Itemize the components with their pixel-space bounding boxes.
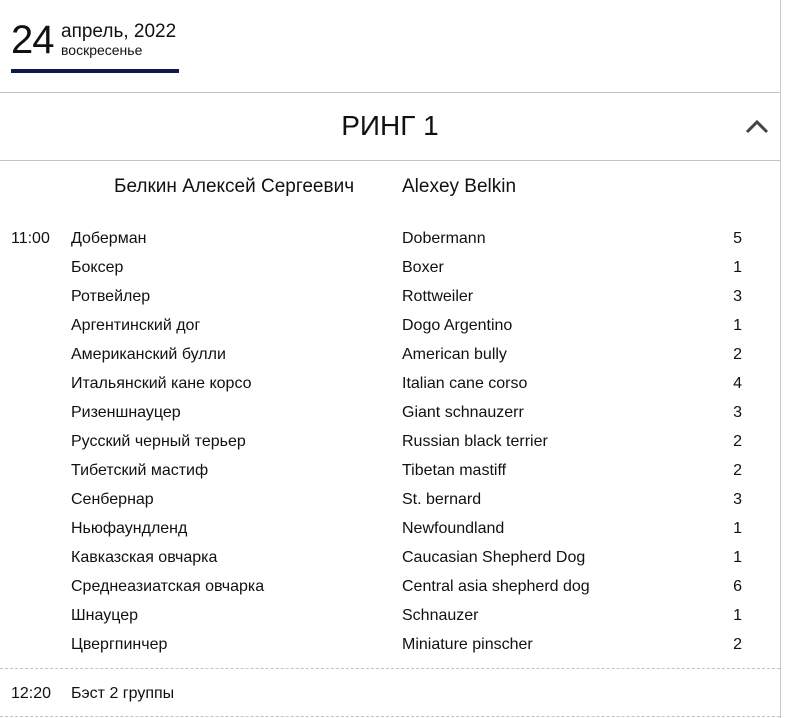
date-weekday: воскресенье xyxy=(61,42,143,58)
breed-name-ru: Кавказская овчарка xyxy=(71,549,218,566)
entry-count: 3 xyxy=(733,288,742,305)
entry-count: 1 xyxy=(733,607,742,624)
breed-row: Боксер Boxer 1 xyxy=(0,258,780,287)
breed-row: Среднеазиатская овчарка Central asia shep… xyxy=(0,577,780,606)
breed-name-en: Russian black terrier xyxy=(402,433,548,450)
breed-name-en: Dogo Argentino xyxy=(402,317,513,334)
entry-count: 4 xyxy=(733,375,742,392)
breed-name-ru: Боксер xyxy=(71,259,124,276)
entry-count: 2 xyxy=(733,462,742,479)
breed-row: Шнауцер Schnauzer 1 xyxy=(0,606,780,635)
slot-title: Бэст 2 группы xyxy=(71,685,175,702)
breed-name-ru: Ротвейлер xyxy=(71,288,151,305)
divider xyxy=(0,160,780,161)
entry-count: 1 xyxy=(733,317,742,334)
breed-row: Русский черный терьер Russian black terri… xyxy=(0,432,780,461)
breed-row: Аргентинский дог Dogo Argentino 1 xyxy=(0,316,780,345)
breed-name-en: Italian cane corso xyxy=(402,375,528,392)
breed-row: Ризеншнауцер Giant schnauzerr 3 xyxy=(0,403,780,432)
breed-name-en: Tibetan mastiff xyxy=(402,462,507,479)
entry-count: 6 xyxy=(733,578,742,595)
breed-row: Ротвейлер Rottweiler 3 xyxy=(0,287,780,316)
date-underline xyxy=(11,69,179,73)
divider xyxy=(0,668,780,669)
breed-name-ru: Сенбернар xyxy=(71,491,154,508)
entry-count: 5 xyxy=(733,230,742,247)
divider xyxy=(0,716,780,717)
breed-name-en: Miniature pinscher xyxy=(402,636,533,653)
breed-name-en: Caucasian Shepherd Dog xyxy=(402,549,586,566)
breed-name-en: St. bernard xyxy=(402,491,482,508)
entry-count: 1 xyxy=(733,520,742,537)
breed-row: Тибетский мастиф Tibetan mastiff 2 xyxy=(0,461,780,490)
breed-name-ru: Тибетский мастиф xyxy=(71,462,209,479)
breed-row: Итальянский кане корсо Italian cane corso… xyxy=(0,374,780,403)
breed-name-ru: Шнауцер xyxy=(71,607,138,624)
entry-count: 2 xyxy=(733,433,742,450)
breed-name-ru: Аргентинский дог xyxy=(71,317,201,334)
breed-name-ru: Ньюфаундленд xyxy=(71,520,188,537)
breed-name-ru: Доберман xyxy=(71,230,147,247)
breed-name-ru: Ризеншнауцер xyxy=(71,404,181,421)
breed-row: Ньюфаундленд Newfoundland 1 xyxy=(0,519,780,548)
chevron-up-icon[interactable] xyxy=(744,116,770,136)
breed-name-en: Schnauzer xyxy=(402,607,479,624)
breed-name-ru: Среднеазиатская овчарка xyxy=(71,578,265,595)
breed-row: Кавказская овчарка Caucasian Shepherd Dog… xyxy=(0,548,780,577)
entry-count: 1 xyxy=(733,259,742,276)
ring-title[interactable]: РИНГ 1 xyxy=(341,110,439,141)
breed-name-ru: Американский булли xyxy=(71,346,226,363)
breed-name-en: Boxer xyxy=(402,259,444,276)
breed-name-en: Central asia shepherd dog xyxy=(402,578,590,595)
date-month-year: апрель, 2022 xyxy=(61,21,177,42)
slot-time: 11:00 xyxy=(11,230,50,247)
entry-count: 2 xyxy=(733,636,742,653)
breed-row: Сенбернар St. bernard 3 xyxy=(0,490,780,519)
breed-name-ru: Русский черный терьер xyxy=(71,433,246,450)
breed-name-en: Newfoundland xyxy=(402,520,505,537)
entry-count: 3 xyxy=(733,491,742,508)
scrollbar-track[interactable] xyxy=(780,0,781,718)
entry-count: 1 xyxy=(733,549,742,566)
breed-name-en: American bully xyxy=(402,346,507,363)
breed-row: Американский булли American bully 2 xyxy=(0,345,780,374)
date-day: 24 xyxy=(11,18,54,62)
breed-name-en: Dobermann xyxy=(402,230,486,247)
entry-count: 3 xyxy=(733,404,742,421)
slot-time: 12:20 xyxy=(11,685,52,702)
breed-name-en: Giant schnauzerr xyxy=(402,404,524,421)
breed-name-ru: Итальянский кане корсо xyxy=(71,375,252,392)
breed-row: 11:00 Доберман Dobermann 5 xyxy=(0,229,780,258)
judge-name-en: Alexey Belkin xyxy=(402,176,517,197)
schedule-row: 12:20 Бэст 2 группы xyxy=(0,684,780,713)
divider xyxy=(0,92,780,93)
entry-count: 2 xyxy=(733,346,742,363)
judge-name-ru: Белкин Алексей Сергеевич xyxy=(114,176,355,197)
breed-name-en: Rottweiler xyxy=(402,288,474,305)
breed-name-ru: Цвергпинчер xyxy=(71,636,168,653)
breed-row: Цвергпинчер Miniature pinscher 2 xyxy=(0,635,780,664)
